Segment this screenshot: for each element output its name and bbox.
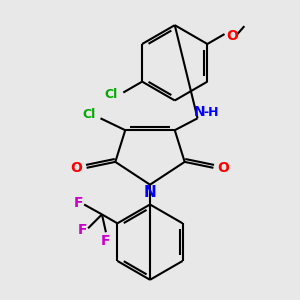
Text: F: F (101, 234, 111, 248)
Text: O: O (71, 161, 82, 175)
Text: Cl: Cl (82, 108, 95, 121)
Text: Cl: Cl (105, 88, 118, 101)
Text: O: O (226, 29, 238, 43)
Text: N: N (144, 185, 156, 200)
Text: O: O (218, 161, 229, 175)
Text: F: F (77, 223, 87, 237)
Text: N: N (194, 105, 205, 119)
Text: F: F (74, 196, 83, 209)
Text: -H: -H (204, 106, 219, 119)
